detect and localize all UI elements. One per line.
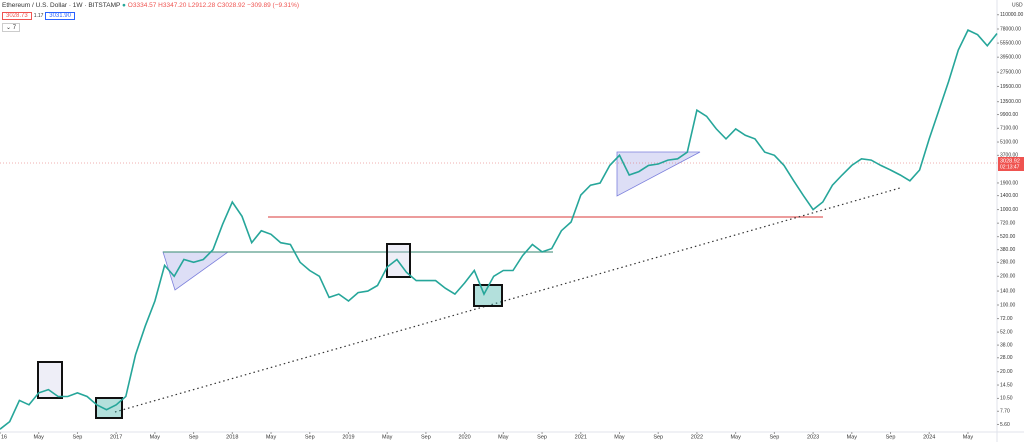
y-tick-label: 200.00 <box>1000 274 1016 280</box>
x-tick-label: 2022 <box>691 434 703 440</box>
x-tick-label: Sep <box>421 434 431 440</box>
y-tick-label: 10.50 <box>1000 396 1013 402</box>
x-tick-label: May <box>498 434 509 440</box>
y-tick-label: 13500.00 <box>1000 99 1021 105</box>
price-tag-timer: 02:13:47 <box>1000 164 1020 170</box>
price-line <box>0 29 998 430</box>
symbol[interactable]: Ethereum / U.S. Dollar · 1W · BITSTAMP <box>2 2 121 9</box>
y-tick-label: 39500.00 <box>1000 55 1021 61</box>
y-tick-label: 280.00 <box>1000 260 1016 266</box>
y-tick-label: 100.00 <box>1000 302 1016 308</box>
y-tick-label: 5100.00 <box>1000 139 1018 145</box>
y-tick-label: 55500.00 <box>1000 40 1021 46</box>
y-tick-label: 7.70 <box>1000 409 1010 415</box>
box <box>37 361 63 399</box>
x-tick-label: 2020 <box>458 434 470 440</box>
x-tick-label: May <box>150 434 161 440</box>
x-tick-label: 2024 <box>923 434 935 440</box>
x-tick-label: Sep <box>653 434 663 440</box>
y-tick-label: 14.50 <box>1000 382 1013 388</box>
x-tick-label: May <box>847 434 858 440</box>
drawings <box>0 151 997 419</box>
x-tick-label: May <box>963 434 974 440</box>
x-tick-label: 2017 <box>110 434 122 440</box>
sell-button[interactable]: 3028.73 <box>2 12 32 20</box>
y-tick-label: 1400.00 <box>1000 193 1018 199</box>
x-tick-label: 16 <box>1 434 7 440</box>
x-tick-label: Sep <box>769 434 779 440</box>
y-tick-label: 28.00 <box>1000 355 1013 361</box>
indicator-count: 7 <box>12 25 17 31</box>
x-tick-label: 2019 <box>342 434 354 440</box>
spread: 1.17 <box>33 13 44 19</box>
price-tag-label: 3028.92 <box>1000 158 1020 164</box>
x-tick-label: May <box>34 434 45 440</box>
y-tick-label: 38.00 <box>1000 342 1013 348</box>
y-tick-label: 20.00 <box>1000 369 1013 375</box>
x-tick-label: Sep <box>537 434 547 440</box>
triangle <box>162 251 230 291</box>
x-tick-label: Sep <box>189 434 199 440</box>
y-tick-label: 52.00 <box>1000 329 1013 335</box>
triangle <box>616 151 701 197</box>
x-tick-label: 2023 <box>807 434 819 440</box>
indicators-toggle[interactable]: ⌄ 7 <box>2 23 21 32</box>
buy-button[interactable]: 3031.90 <box>45 12 75 20</box>
x-tick-label: Sep <box>886 434 896 440</box>
y-tick-label: 72.00 <box>1000 316 1013 322</box>
y-tick-label: 78000.00 <box>1000 26 1021 32</box>
header: Ethereum / U.S. Dollar · 1W · BITSTAMP ●… <box>2 2 300 32</box>
x-tick-label: May <box>266 434 277 440</box>
y-tick-label: 5.60 <box>1000 422 1010 428</box>
y-tick-label: 27500.00 <box>1000 70 1021 76</box>
x-tick-label: May <box>382 434 393 440</box>
ohlc: O3334.57 H3347.20 L2912.28 C3028.92 −309… <box>127 2 300 9</box>
trend-line <box>114 187 901 413</box>
y-tick-label: 7100.00 <box>1000 126 1018 132</box>
x-tick-label: May <box>730 434 741 440</box>
y-tick-label: 3700.00 <box>1000 153 1018 159</box>
y-tick-label: 1000.00 <box>1000 207 1018 213</box>
y-tick-label: 520.00 <box>1000 234 1016 240</box>
y-tick-label: 9900.00 <box>1000 112 1018 118</box>
x-tick-label: Sep <box>73 434 83 440</box>
price-tag <box>998 157 1024 171</box>
currency[interactable]: USD <box>1012 2 1023 8</box>
y-tick-label: 380.00 <box>1000 247 1016 253</box>
x-tick-label: 2018 <box>226 434 238 440</box>
x-tick-label: May <box>614 434 625 440</box>
y-tick-label: 110000.00 <box>1000 12 1023 18</box>
y-tick-label: 19500.00 <box>1000 84 1021 90</box>
y-tick-label: 1900.00 <box>1000 180 1018 186</box>
x-tick-label: 2021 <box>575 434 587 440</box>
x-tick-label: Sep <box>305 434 315 440</box>
box <box>473 284 503 307</box>
y-tick-label: 140.00 <box>1000 288 1016 294</box>
y-tick-label: 720.00 <box>1000 221 1016 227</box>
